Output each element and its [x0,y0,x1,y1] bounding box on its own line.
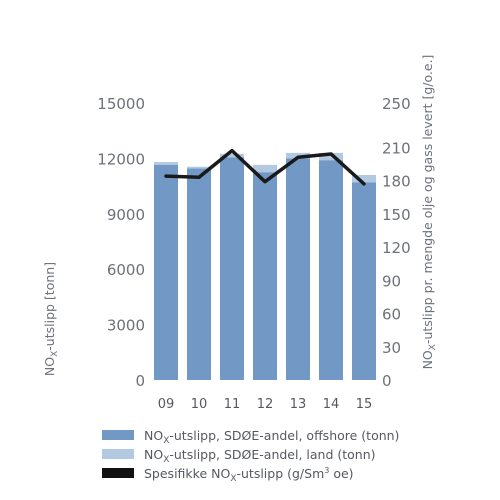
line-point [164,174,168,178]
bar-land [220,153,244,158]
left-axis-title: NOX-utslipp [tonn] [42,262,60,376]
bar-land [319,152,343,161]
bar-offshore [286,158,310,380]
line-point [230,149,234,153]
x-tick-label: 10 [191,397,208,412]
bar-land [187,166,211,169]
x-tick-label: 09 [158,397,175,412]
legend-label: NOX-utslipp, SDØE-andel, land (tonn) [144,447,376,465]
bar-land [352,175,376,183]
x-tick-label: 11 [224,397,241,412]
right-tick-label: 210 [382,139,411,157]
bar-offshore [154,164,178,380]
right-tick-label: 0 [382,372,392,390]
right-tick-label: 180 [382,173,411,191]
line-point [329,152,333,156]
left-tick-label: 9000 [107,206,145,224]
right-tick-label: 250 [382,95,411,113]
bar-offshore [253,172,277,380]
bar-offshore [187,168,211,380]
legend-label: Spesifikke NOX-utslipp (g/Sm3 oe) [144,466,354,484]
right-tick-label: 150 [382,206,411,224]
bar-offshore [220,157,244,380]
legend-swatch [102,430,134,440]
bar-land [154,162,178,165]
line-point [362,182,366,186]
left-tick-label: 3000 [107,317,145,335]
legend-swatch [102,468,134,478]
line-point [263,180,267,184]
bar-offshore [352,182,376,380]
x-tick-label: 15 [356,397,373,412]
left-tick-label: 15000 [97,95,145,113]
left-tick-label: 0 [135,372,145,390]
line-point [197,175,201,179]
legend-swatch [102,449,134,459]
bar-land [253,164,277,173]
left-tick-label: 6000 [107,261,145,279]
left-tick-label: 12000 [97,150,145,168]
x-tick-label: 14 [323,397,340,412]
x-tick-label: 13 [290,397,307,412]
right-tick-label: 60 [382,306,401,324]
x-tick-label: 12 [257,397,274,412]
bar-offshore [319,160,343,380]
right-tick-label: 90 [382,272,401,290]
right-tick-label: 30 [382,339,401,357]
line-point [296,155,300,159]
legend-label: NOX-utslipp, SDØE-andel, offshore (tonn) [144,428,399,446]
right-tick-label: 120 [382,239,411,257]
right-axis-title: NOX-utslipp pr. mengde olje og gass leve… [420,55,438,370]
